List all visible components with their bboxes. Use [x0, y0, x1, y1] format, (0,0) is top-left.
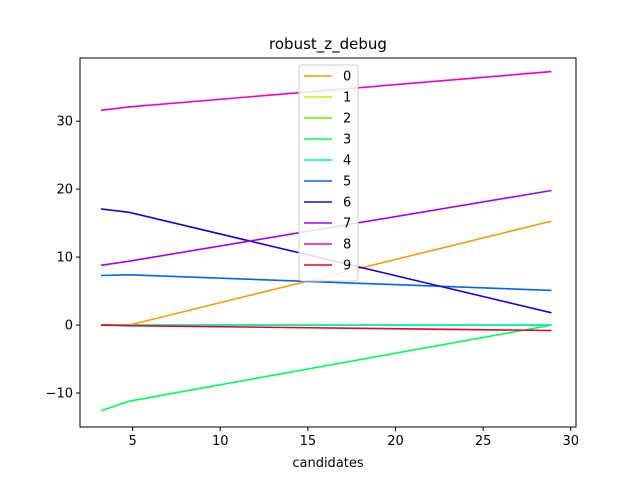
x-tick-label: 25 [475, 434, 492, 449]
series-line-3 [100, 324, 552, 412]
legend-label-4: 4 [343, 154, 351, 169]
y-tick-label: 20 [56, 183, 73, 198]
chart-title: robust_z_debug [269, 35, 387, 54]
x-tick-label: 20 [387, 434, 404, 449]
series-layer [100, 70, 552, 412]
legend-box [298, 64, 359, 282]
x-tick-label: 30 [562, 434, 579, 449]
legend-label-7: 7 [343, 217, 351, 232]
legend-label-0: 0 [343, 70, 351, 85]
legend: 0 1 2 3 4 5 6 7 8 9 [298, 64, 359, 282]
x-tick-label: 10 [212, 434, 229, 449]
legend-label-2: 2 [343, 112, 351, 127]
series-line-5 [100, 273, 552, 292]
legend-label-3: 3 [343, 133, 351, 148]
legend-label-1: 1 [343, 91, 351, 106]
y-tick-label: 0 [65, 319, 73, 334]
legend-label-6: 6 [343, 196, 351, 211]
x-axis: 5 10 15 20 25 30 [128, 427, 579, 449]
series-line-9 [100, 324, 552, 332]
series-line-7 [100, 189, 552, 267]
y-tick-label: 30 [56, 115, 73, 130]
y-tick-label: 10 [56, 251, 73, 266]
legend-label-9: 9 [343, 259, 351, 274]
x-tick-label: 5 [128, 434, 136, 449]
series-line-8 [100, 70, 552, 112]
y-axis: −10 0 10 20 30 [46, 115, 80, 402]
plot-frame [79, 57, 577, 428]
x-tick-label: 15 [300, 434, 317, 449]
legend-label-8: 8 [343, 238, 351, 253]
y-tick-label: −10 [46, 387, 73, 402]
x-axis-label: candidates [292, 456, 364, 471]
legend-label-5: 5 [343, 175, 351, 190]
series-line-6 [100, 208, 552, 314]
